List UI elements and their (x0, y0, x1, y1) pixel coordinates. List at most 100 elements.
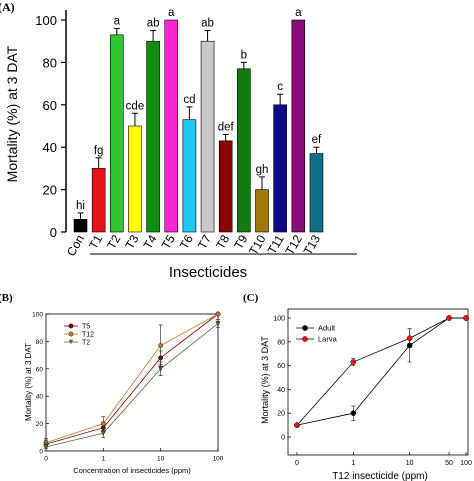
panel-c-legend-marker (302, 336, 308, 342)
panel-b-point (215, 321, 221, 327)
panel-b-y-tick-label: 0 (39, 449, 43, 456)
panel-b-series-line (45, 313, 219, 444)
panel-a-category-label: T6 (177, 232, 196, 251)
panel-c-x-tick-label: 50 (445, 460, 453, 467)
panel-b-axes: 0 20 40 60 80 100 0 1 10 100 (32, 312, 224, 463)
panel-c-point (294, 422, 300, 428)
panel-b-y-tick-label: 80 (36, 339, 44, 346)
panel-c-x-tick-label: 100 (460, 460, 472, 467)
panel-a-y-tick-label: 80 (43, 55, 57, 70)
panel-a-bar (182, 119, 197, 233)
panel-b-x-tick-label: 0 (44, 456, 48, 463)
panel-a-bar (128, 125, 142, 233)
panel-b-y-tick-label: 60 (36, 366, 44, 373)
panel-c-point (463, 315, 469, 321)
panel-a-y-tick-label: 60 (43, 98, 57, 113)
panel-b-legend-marker (68, 339, 74, 345)
panel-a-letter-label: a (168, 7, 175, 19)
panel-a-letter-label: hi (76, 200, 85, 212)
panel-a-category-label: T9 (231, 232, 250, 251)
panel-c-legend-label: Adult (318, 324, 336, 333)
panel-a: (A) Mortality (%) at 3 DAT Insecticides … (0, 0, 357, 281)
panel-c-x-tick-label: 0 (295, 460, 299, 467)
panel-a-bar (146, 40, 160, 233)
panel-a-letter-label: a (114, 15, 121, 27)
panel-a-bar (218, 140, 233, 233)
panel-a-letter-label: ab (201, 18, 214, 30)
panel-a-letter-label: c (277, 81, 283, 93)
panel-b-frame (45, 313, 219, 452)
panel-b-plot (43, 311, 221, 452)
panel-a-y-tick-label: 20 (43, 183, 57, 198)
panel-c-xlabel: T12 insecticide (ppm) (332, 471, 428, 481)
panel-a-bar (73, 218, 88, 233)
panel-c-ylabel: Mortality (%) at 3 DAT (260, 336, 270, 424)
panel-a-y-tick-label: 0 (50, 225, 57, 240)
panel-a-bar (291, 19, 306, 233)
panel-c-x-tick-label: 10 (406, 460, 414, 467)
panel-c-y-tick-label: 40 (277, 387, 285, 394)
panel-b-series-line (45, 313, 219, 445)
panel-a-category-label: T8 (213, 232, 232, 251)
panel-b-y-tick-label: 100 (32, 312, 43, 319)
panel-b-y-tick-label: 40 (36, 394, 44, 401)
panel-a-bar (110, 34, 124, 233)
panel-a-category-label: Con (64, 233, 87, 259)
panel-c-frame (287, 308, 469, 456)
panel-b-ylabel: Mortality (%) at 3 DAT (24, 343, 33, 421)
panel-b-point (158, 366, 164, 372)
panel-b-y-tick-label: 20 (36, 421, 44, 428)
panel-b-point (43, 444, 49, 450)
panel-c-legend-marker (302, 325, 308, 331)
panel-b-point (215, 311, 221, 317)
panel-a-y-tick-label: 100 (35, 13, 57, 28)
panel-a-letter-label: ab (147, 18, 160, 30)
panel-b-point (100, 421, 106, 426)
panel-b-legend-marker (68, 323, 74, 329)
panel-c-y-tick-label: 0 (281, 435, 285, 442)
panel-c-letter: (C) (243, 292, 259, 304)
panel-a-category-label: T11 (265, 232, 287, 256)
panel-b-series-line (45, 323, 219, 448)
panel-a-y-tick-label: 40 (43, 140, 57, 155)
panel-c-plot (294, 315, 469, 428)
panel-c-legend: Adult Larva (296, 324, 338, 344)
panel-a-category-label: T5 (159, 232, 178, 251)
panel-b-legend-label: T2 (82, 339, 90, 346)
panel-a-bar (200, 40, 215, 233)
panel-c-y-tick-label: 80 (277, 339, 285, 346)
panel-a-letter-label: cde (126, 100, 145, 112)
panel-b-legend-marker (68, 331, 74, 337)
panel-a-bar (255, 189, 269, 233)
panel-a-category-label: T2 (104, 232, 123, 251)
panel-b-legend-label: T12 (82, 331, 94, 338)
panel-a-bar (273, 104, 287, 233)
panel-c-y-tick-label: 20 (277, 411, 285, 418)
panel-a-category-label: T4 (141, 232, 160, 251)
panel-a-bar (91, 168, 106, 233)
panel-c-point (406, 335, 413, 342)
panel-b-x-tick-label: 1 (102, 456, 106, 463)
panel-b-point (100, 430, 106, 436)
panel-c-y-tick-label: 100 (273, 316, 285, 323)
panel-a-letter-label: ef (312, 134, 322, 146)
panel-c-y-tick-label: 60 (277, 363, 285, 370)
panel-b-xlabel: Concentration of insecticides (ppm) (73, 466, 191, 475)
panel-c-point (350, 359, 357, 365)
panel-a-bar (237, 68, 251, 233)
panel-a-xlabel: Insecticides (169, 264, 247, 281)
panel-b-x-tick-label: 100 (213, 456, 224, 463)
panel-a-category-label: T1 (86, 232, 105, 251)
panel-b-legend-label: T5 (82, 323, 90, 330)
panel-a-y-axis: 0 20 40 60 80 100 (35, 10, 67, 240)
panel-a-letter-label: def (218, 121, 235, 133)
panel-a-letter-label: cd (183, 94, 195, 106)
panel-a-letter-label: gh (256, 164, 269, 176)
panel-c: (C) Mortality (%) at 3 DAT T12 insectici… (243, 292, 472, 481)
panel-a-letter-label: b (241, 49, 247, 61)
panel-a-bar (309, 153, 324, 233)
